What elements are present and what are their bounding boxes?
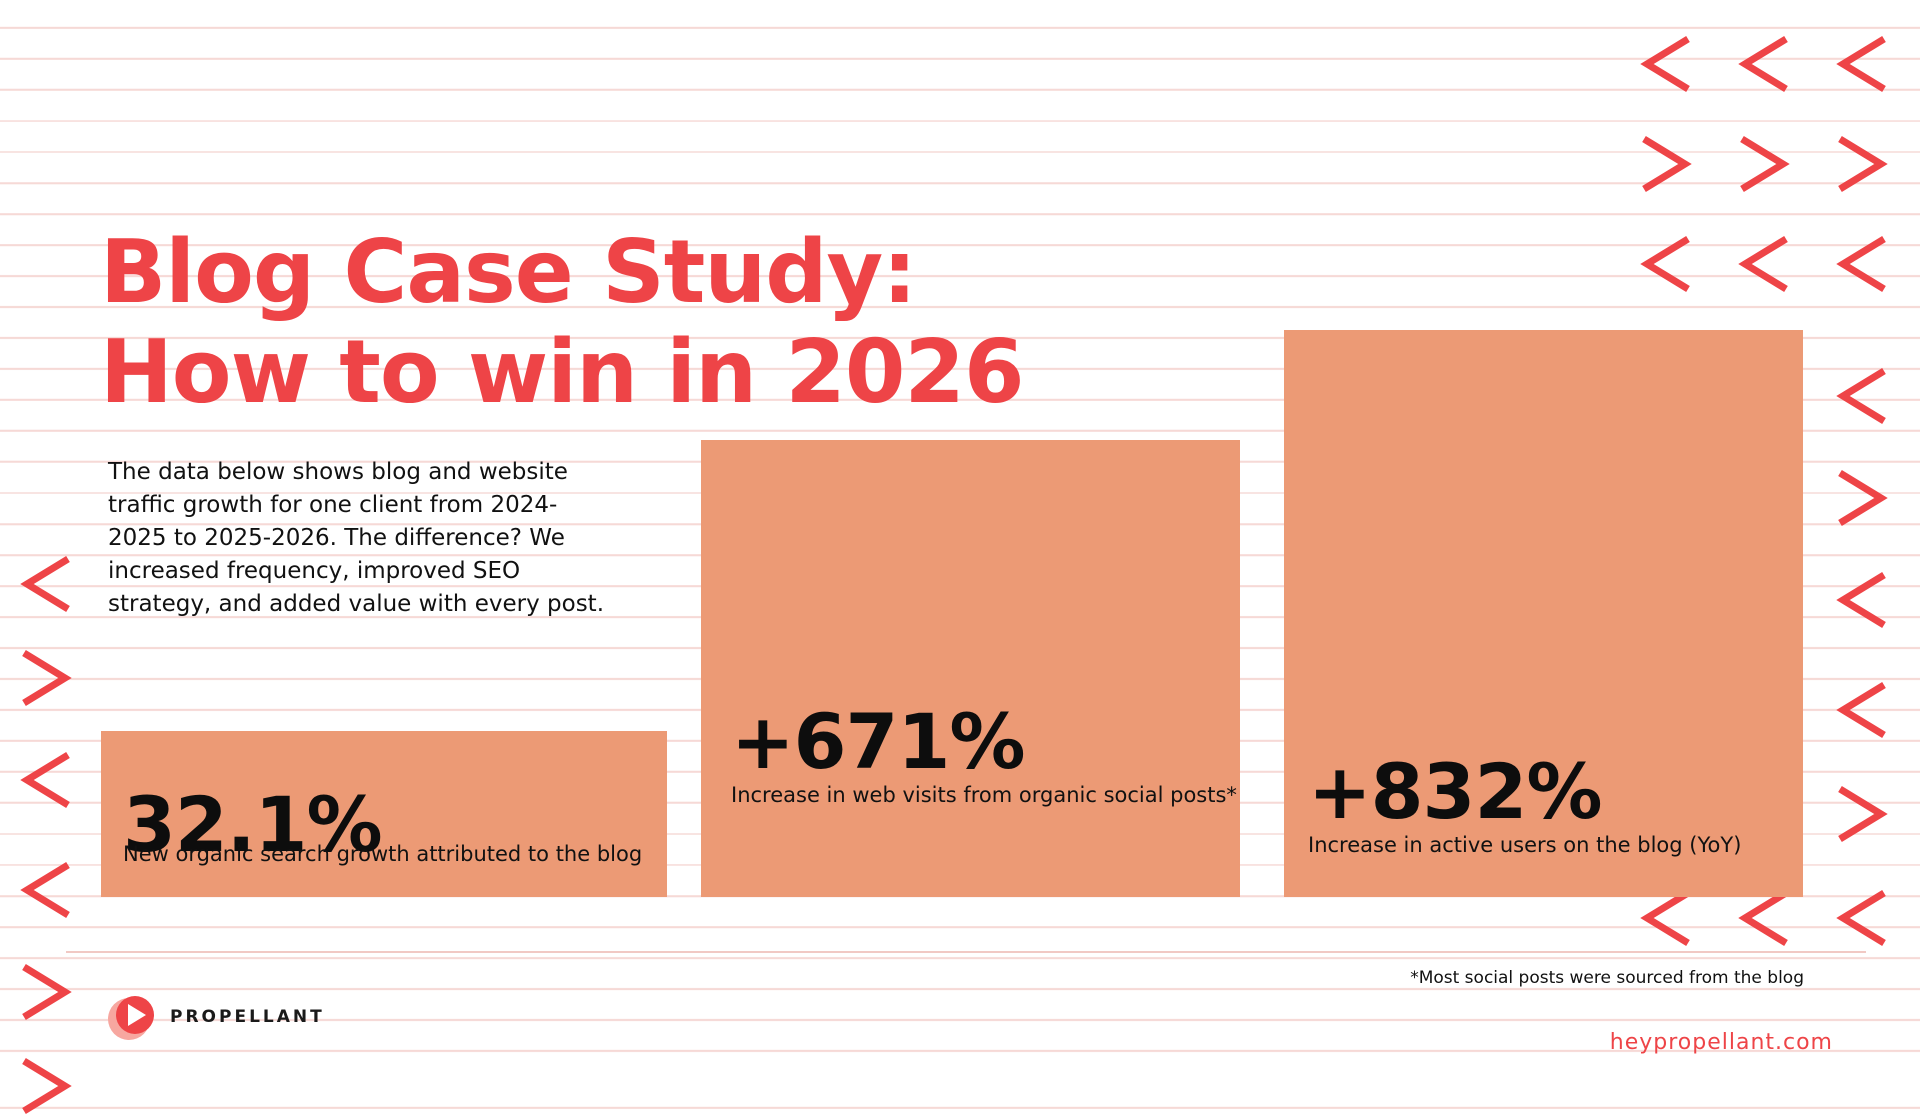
footnote: *Most social posts were sourced from the…	[1410, 968, 1804, 988]
chevron-left-icon	[1738, 36, 1788, 92]
bar-category-label: Increase in web visits from organic soci…	[731, 783, 1237, 807]
chevron-left-icon	[1640, 890, 1690, 946]
website-link[interactable]: heypropellant.com	[1609, 1030, 1833, 1055]
chevron-right-icon	[1838, 470, 1888, 526]
chevron-right-icon	[22, 650, 72, 706]
bar-category-label: New organic search growth attributed to …	[123, 842, 643, 866]
chevron-left-icon	[1836, 572, 1886, 628]
chevron-left-icon	[1640, 36, 1690, 92]
chevron-right-icon	[22, 964, 72, 1020]
chevron-left-icon	[1836, 236, 1886, 292]
description-text: The data below shows blog and website tr…	[108, 459, 605, 617]
bar-value-label: +671%	[731, 697, 1025, 786]
title-line-2: How to win in 2026	[100, 321, 1024, 423]
chevron-left-icon	[20, 752, 70, 808]
chevron-left-icon	[1836, 368, 1886, 424]
chevron-left-icon	[20, 862, 70, 918]
chevron-left-icon	[1738, 890, 1788, 946]
chevron-left-icon	[1836, 36, 1886, 92]
bar-value-label: 32.1%	[123, 780, 383, 869]
footer-divider	[66, 951, 1866, 953]
chevron-right-icon	[1642, 136, 1692, 192]
chevron-left-icon	[1836, 890, 1886, 946]
chevron-right-icon	[1838, 136, 1888, 192]
brand-logo: PROPELLANT	[106, 990, 325, 1044]
title-line-1: Blog Case Study:	[100, 221, 917, 323]
play-icon	[108, 996, 154, 1040]
chevron-right-icon	[1838, 786, 1888, 842]
chevron-right-icon	[1740, 136, 1790, 192]
brand-name: PROPELLANT	[170, 1007, 325, 1027]
bar-2	[701, 440, 1240, 897]
chevron-left-icon	[20, 556, 70, 612]
chevron-left-icon	[1836, 682, 1886, 738]
bar-value-label: +832%	[1308, 747, 1602, 836]
chevron-left-icon	[1738, 236, 1788, 292]
page-title: Blog Case Study: How to win in 2026	[100, 222, 1024, 422]
bar-category-label: Increase in active users on the blog (Yo…	[1308, 833, 1742, 857]
bar-3	[1284, 330, 1803, 897]
bar-1	[101, 731, 667, 897]
chevron-right-icon	[22, 1058, 72, 1114]
chevron-left-icon	[1640, 236, 1690, 292]
